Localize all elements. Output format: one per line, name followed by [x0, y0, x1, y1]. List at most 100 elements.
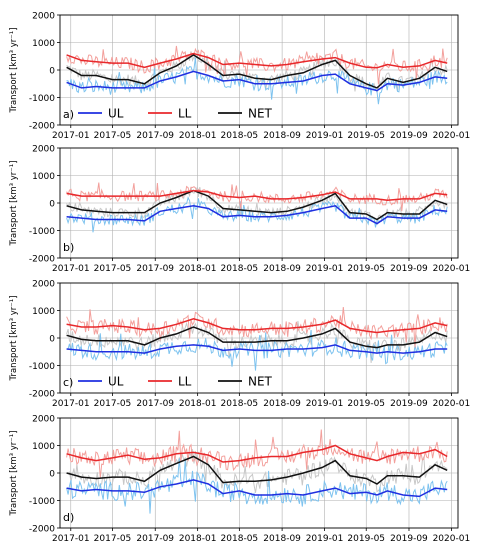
y-axis-title: Transport [km³ yr⁻¹]	[9, 431, 19, 517]
y-tick-label: -1000	[29, 362, 55, 372]
raw-trace-ul	[66, 329, 448, 371]
raw-trace-ll	[66, 429, 448, 479]
x-tick-label: 2018-01	[179, 534, 217, 544]
x-tick-label: 2019-09	[390, 399, 428, 409]
x-tick-label: 2017-01	[52, 131, 90, 141]
legend-label-ul: UL	[108, 375, 124, 389]
y-axis-title: Transport [km³ yr⁻¹]	[9, 28, 19, 114]
y-tick-label: -2000	[29, 255, 55, 265]
y-tick-label: -2000	[29, 390, 55, 400]
x-tick-label: 2018-05	[221, 534, 259, 544]
raw-trace-ul	[66, 57, 448, 105]
x-tick-label: 2018-05	[221, 399, 259, 409]
x-tick-label: 2017-09	[136, 131, 174, 141]
y-tick-label: 1000	[32, 172, 55, 182]
series-line-ul	[66, 344, 448, 354]
x-tick-label: 2017-05	[94, 534, 132, 544]
series-line-ul	[66, 204, 448, 225]
x-tick-label: 2017-09	[136, 399, 174, 409]
x-tick-label: 2018-01	[179, 131, 217, 141]
series-line-ul	[66, 479, 448, 498]
y-tick-label: 1000	[32, 442, 55, 452]
legend-label-net: NET	[248, 107, 273, 121]
y-tick-label: 0	[49, 67, 55, 77]
y-tick-label: 2000	[32, 145, 55, 155]
legend-label-ul: UL	[108, 107, 124, 121]
raw-trace-ul	[66, 458, 448, 514]
series-line-net	[66, 326, 448, 349]
x-tick-label: 2019-01	[306, 399, 344, 409]
x-tick-label: 2019-01	[306, 534, 344, 544]
y-tick-label: 0	[49, 470, 55, 480]
x-tick-label: 2020-01	[433, 534, 471, 544]
x-tick-label: 2017-01	[52, 534, 90, 544]
x-tick-label: 2018-09	[263, 399, 301, 409]
series-line-ll	[66, 189, 448, 202]
x-tick-label: 2019-05	[347, 399, 385, 409]
x-tick-label: 2020-01	[433, 131, 471, 141]
x-tick-label: 2017-05	[94, 399, 132, 409]
y-tick-label: 0	[49, 200, 55, 210]
y-axis-title: Transport [km³ yr⁻¹]	[9, 161, 19, 247]
raw-trace-ul	[66, 196, 448, 233]
x-tick-label: 2018-01	[179, 264, 217, 274]
panel-label: c)	[63, 376, 73, 389]
x-tick-label: 2018-09	[263, 264, 301, 274]
x-tick-label: 2020-01	[433, 399, 471, 409]
x-tick-label: 2017-09	[136, 534, 174, 544]
x-tick-label: 2019-09	[390, 534, 428, 544]
y-tick-label: 2000	[32, 12, 55, 22]
x-tick-label: 2019-09	[390, 264, 428, 274]
y-tick-label: 2000	[32, 415, 55, 425]
series-line-net	[66, 189, 448, 221]
x-tick-label: 2019-05	[347, 131, 385, 141]
raw-trace-ll	[66, 45, 448, 85]
raw-trace-net	[66, 320, 448, 363]
y-tick-label: -1000	[29, 497, 55, 507]
x-tick-label: 2018-01	[179, 399, 217, 409]
x-tick-label: 2019-09	[390, 131, 428, 141]
x-tick-label: 2018-09	[263, 131, 301, 141]
y-axis-title: Transport [km³ yr⁻¹]	[9, 296, 19, 382]
y-tick-label: 1000	[32, 39, 55, 49]
x-tick-label: 2017-09	[136, 264, 174, 274]
plot-area	[66, 429, 448, 514]
y-tick-label: -2000	[29, 525, 55, 535]
x-tick-label: 2019-01	[306, 131, 344, 141]
x-tick-label: 2019-05	[347, 534, 385, 544]
x-tick-label: 2020-01	[433, 264, 471, 274]
x-tick-label: 2018-05	[221, 131, 259, 141]
series-line-ll	[66, 444, 448, 463]
y-tick-label: -1000	[29, 227, 55, 237]
x-tick-label: 2018-09	[263, 534, 301, 544]
x-tick-label: 2018-05	[221, 264, 259, 274]
series-line-net	[66, 54, 448, 89]
x-tick-label: 2017-01	[52, 264, 90, 274]
x-tick-label: 2017-05	[94, 131, 132, 141]
panel-label: b)	[63, 241, 74, 254]
x-tick-label: 2019-05	[347, 264, 385, 274]
y-tick-label: 2000	[32, 280, 55, 290]
y-tick-label: 0	[49, 335, 55, 345]
y-tick-label: -2000	[29, 122, 55, 132]
y-tick-label: -1000	[29, 94, 55, 104]
x-tick-label: 2019-01	[306, 264, 344, 274]
x-tick-label: 2017-05	[94, 264, 132, 274]
plot-area	[66, 306, 448, 371]
legend-label-net: NET	[248, 375, 273, 389]
legend-label-ll: LL	[178, 107, 192, 121]
series-line-ul	[66, 70, 448, 92]
series-line-ll	[66, 318, 448, 334]
panel-label: a)	[63, 108, 74, 121]
x-tick-label: 2017-01	[52, 399, 90, 409]
plot-area	[66, 182, 448, 233]
legend-label-ll: LL	[178, 375, 192, 389]
panel-label: d)	[63, 511, 74, 524]
series-line-net	[66, 455, 448, 485]
y-tick-label: 1000	[32, 307, 55, 317]
